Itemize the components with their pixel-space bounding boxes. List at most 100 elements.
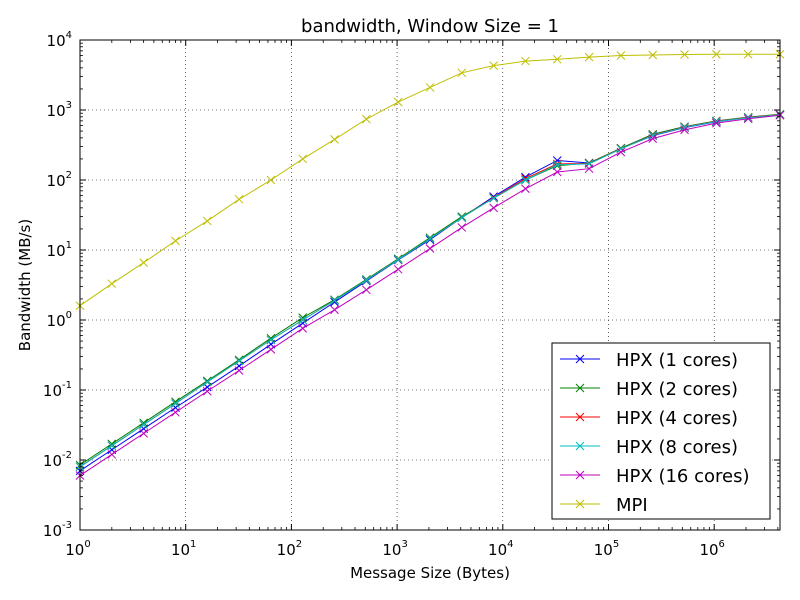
legend-item: HPX (2 cores) [560,379,738,400]
data-point-marker [266,175,276,185]
data-point-marker [202,377,212,387]
x-tick-label: 102 [277,539,302,559]
data-point-marker [107,441,117,451]
legend-item: MPI [560,495,648,516]
y-tick-label: 10-1 [43,380,72,400]
data-point-marker [489,193,498,203]
data-point-marker [330,135,339,144]
y-axis-label: Bandwidth (MB/s) [16,219,34,351]
x-tick-label: 106 [699,539,724,559]
data-point-marker [330,305,339,315]
legend-label: HPX (8 cores) [616,437,738,458]
legend-label: HPX (4 cores) [616,408,738,429]
data-point-marker [266,345,276,354]
data-point-marker [743,113,753,123]
x-tick-label: 105 [594,539,619,559]
data-point-marker [425,83,435,92]
data-point-marker [680,125,689,135]
data-point-marker [521,184,530,194]
data-point-marker [521,175,530,185]
plot-frame [79,39,781,531]
data-point-marker [680,50,689,59]
legend-label: HPX (2 cores) [616,379,738,400]
data-point-marker [298,323,308,333]
x-axis-label: Message Size (Bytes) [350,564,510,582]
legend-item: HPX (16 cores) [560,466,749,487]
data-point-marker [362,275,371,285]
data-point-marker [171,236,180,246]
x-tick-label: 101 [171,539,196,559]
legend-marker [575,354,585,364]
data-point-marker [234,194,244,204]
series-6 [75,49,785,311]
data-point-marker [298,154,308,164]
x-tick-label: 104 [488,539,513,559]
data-point-marker [648,134,658,143]
data-point-marker [107,439,117,449]
data-point-marker [202,216,212,226]
y-tick-label: 10-3 [43,520,72,540]
data-point-marker [489,61,498,71]
legend-label: HPX (1 cores) [616,350,738,371]
axis-ticks [79,39,780,531]
legend-label: MPI [616,495,648,516]
data-point-marker [234,356,244,366]
data-point-marker [171,407,180,417]
data-point-marker [552,161,562,171]
data-point-marker [393,255,403,264]
data-point-marker [425,244,435,253]
y-tick-label: 103 [47,100,72,120]
data-point-marker [234,366,244,375]
data-point-marker [743,114,753,124]
data-point-marker [107,279,117,289]
data-point-marker [680,123,689,132]
data-point-marker [202,386,212,396]
data-point-marker [552,54,562,64]
chart-title: bandwidth, Window Size = 1 [301,16,559,37]
data-point-marker [616,51,626,60]
legend-marker [575,470,585,480]
y-tick-label: 101 [47,240,72,260]
legend-marker [575,412,585,422]
data-point-marker [107,450,117,459]
data-point-marker [616,144,626,154]
legend-item: HPX (1 cores) [560,350,738,371]
data-point-marker [393,264,403,274]
legend-marker [575,383,585,393]
y-tick-label: 104 [47,30,72,50]
data-point-marker [743,49,753,59]
data-point-marker [139,418,148,428]
data-point-marker [139,258,148,267]
data-point-marker [171,399,180,408]
data-point-marker [552,160,562,170]
x-tick-label: 103 [382,539,407,559]
data-point-marker [266,335,276,345]
data-point-marker [584,164,594,174]
data-point-marker [139,429,148,438]
data-point-marker [584,52,594,62]
data-point-marker [298,313,308,323]
data-point-marker [552,167,562,177]
legend-box [551,342,771,520]
data-point-marker [648,50,658,60]
y-tick-label: 10-2 [43,450,72,470]
data-point-marker [616,147,626,157]
data-point-marker [266,333,276,343]
data-point-marker [330,297,339,307]
legend-marker [575,441,585,451]
data-point-marker [139,420,148,429]
y-tick-label: 102 [47,170,72,190]
data-point-marker [712,118,721,128]
legend-marker [575,499,585,509]
data-point-marker [712,49,721,59]
y-tick-label: 100 [47,310,72,330]
data-point-marker [425,234,435,244]
data-point-marker [457,68,467,78]
data-point-marker [489,203,498,213]
data-point-marker [362,114,371,124]
data-point-marker [362,285,371,295]
x-tick-label: 100 [65,539,90,559]
data-point-marker [330,296,339,305]
legend-label: HPX (16 cores) [616,466,749,487]
